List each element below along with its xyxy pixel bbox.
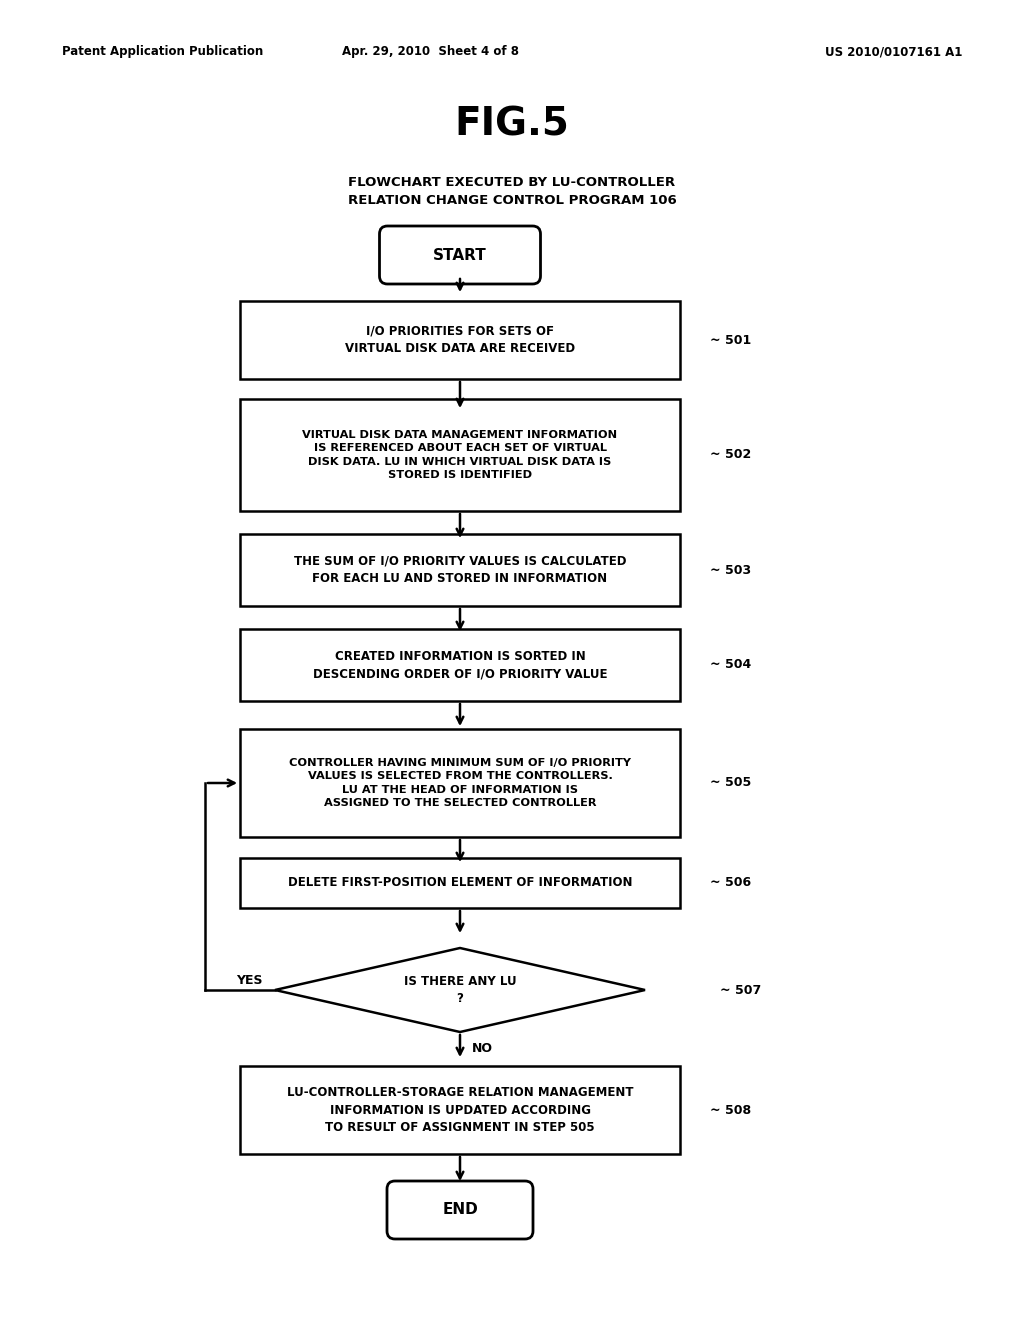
Text: ~ 507: ~ 507 — [720, 983, 761, 997]
Bar — [240, 729, 680, 837]
Text: START: START — [433, 248, 486, 263]
Text: VIRTUAL DISK DATA MANAGEMENT INFORMATION
IS REFERENCED ABOUT EACH SET OF VIRTUAL: VIRTUAL DISK DATA MANAGEMENT INFORMATION… — [302, 429, 617, 480]
FancyBboxPatch shape — [387, 1181, 534, 1239]
Text: CONTROLLER HAVING MINIMUM SUM OF I/O PRIORITY
VALUES IS SELECTED FROM THE CONTRO: CONTROLLER HAVING MINIMUM SUM OF I/O PRI… — [289, 758, 631, 808]
Text: CREATED INFORMATION IS SORTED IN
DESCENDING ORDER OF I/O PRIORITY VALUE: CREATED INFORMATION IS SORTED IN DESCEND… — [312, 649, 607, 680]
Text: ~ 508: ~ 508 — [710, 1104, 752, 1117]
Text: ~ 506: ~ 506 — [710, 876, 752, 890]
Text: ~ 505: ~ 505 — [710, 776, 752, 789]
Text: YES: YES — [237, 974, 263, 986]
Text: ~ 503: ~ 503 — [710, 564, 752, 577]
Bar — [240, 630, 680, 701]
Text: THE SUM OF I/O PRIORITY VALUES IS CALCULATED
FOR EACH LU AND STORED IN INFORMATI: THE SUM OF I/O PRIORITY VALUES IS CALCUL… — [294, 554, 627, 585]
Bar — [240, 1067, 680, 1154]
Bar — [240, 399, 680, 511]
Text: ~ 501: ~ 501 — [710, 334, 752, 346]
Text: IS THERE ANY LU
?: IS THERE ANY LU ? — [403, 974, 516, 1006]
Polygon shape — [275, 948, 645, 1032]
Text: END: END — [442, 1203, 478, 1217]
Bar — [240, 301, 680, 379]
Text: ~ 502: ~ 502 — [710, 449, 752, 462]
Text: FLOWCHART EXECUTED BY LU-CONTROLLER: FLOWCHART EXECUTED BY LU-CONTROLLER — [348, 176, 676, 189]
Text: FIG.5: FIG.5 — [455, 106, 569, 144]
Text: I/O PRIORITIES FOR SETS OF
VIRTUAL DISK DATA ARE RECEIVED: I/O PRIORITIES FOR SETS OF VIRTUAL DISK … — [345, 325, 575, 355]
Text: Apr. 29, 2010  Sheet 4 of 8: Apr. 29, 2010 Sheet 4 of 8 — [341, 45, 518, 58]
Bar — [240, 535, 680, 606]
FancyBboxPatch shape — [380, 226, 541, 284]
Text: ~ 504: ~ 504 — [710, 659, 752, 672]
Text: NO: NO — [472, 1041, 493, 1055]
Bar — [240, 858, 680, 908]
Text: DELETE FIRST-POSITION ELEMENT OF INFORMATION: DELETE FIRST-POSITION ELEMENT OF INFORMA… — [288, 876, 632, 890]
Text: Patent Application Publication: Patent Application Publication — [62, 45, 263, 58]
Text: LU-CONTROLLER-STORAGE RELATION MANAGEMENT
INFORMATION IS UPDATED ACCORDING
TO RE: LU-CONTROLLER-STORAGE RELATION MANAGEMEN… — [287, 1086, 633, 1134]
Text: RELATION CHANGE CONTROL PROGRAM 106: RELATION CHANGE CONTROL PROGRAM 106 — [347, 194, 677, 206]
Text: US 2010/0107161 A1: US 2010/0107161 A1 — [824, 45, 962, 58]
